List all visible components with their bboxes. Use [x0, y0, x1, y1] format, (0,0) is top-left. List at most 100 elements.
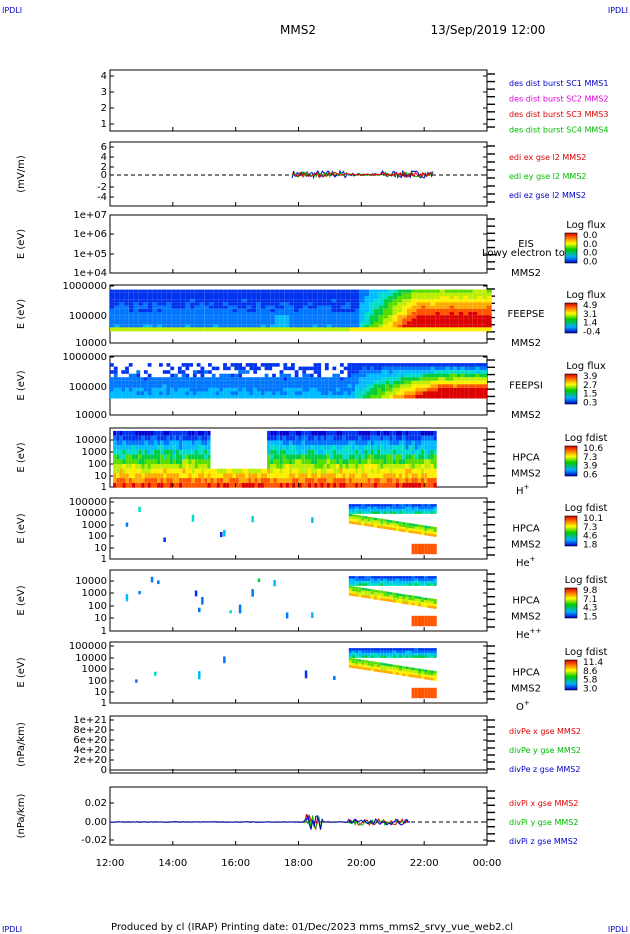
- heatmap-cell: [378, 315, 384, 319]
- heatmap-cell: [351, 363, 356, 367]
- heatmap-cell: [366, 373, 371, 378]
- heatmap-cell: [113, 440, 117, 446]
- heatmap-cell: [373, 454, 377, 460]
- heatmap-cell: [218, 321, 224, 325]
- heatmap-cell: [358, 509, 362, 512]
- heatmap-cell: [336, 321, 341, 325]
- heatmap-cell: [304, 435, 308, 441]
- heatmap-cell: [283, 387, 288, 392]
- heatmap-cell: [128, 380, 133, 385]
- heatmap-cell: [355, 315, 360, 319]
- y-tick-label: 1e+04: [73, 268, 107, 279]
- heatmap-cell: [444, 327, 450, 332]
- heatmap-cell: [218, 302, 224, 306]
- heatmap-cell: [135, 468, 139, 474]
- heatmap-cell: [355, 473, 359, 479]
- heatmap-cell: [402, 440, 406, 446]
- heatmap-cell: [264, 366, 269, 371]
- heatmap-cell: [351, 473, 355, 479]
- heatmap-cell: [421, 576, 425, 579]
- heatmap-cell: [333, 468, 337, 474]
- heatmap-cell: [267, 435, 271, 441]
- heatmap-cell: [383, 324, 388, 328]
- heatmap-cell: [377, 664, 381, 668]
- heatmap-cell: [270, 318, 275, 322]
- heatmap-cell: [336, 449, 340, 455]
- heatmap-cell: [260, 315, 266, 319]
- heatmap-cell: [389, 522, 393, 526]
- heatmap-cell: [348, 576, 352, 579]
- heatmap-cell: [408, 459, 412, 465]
- heatmap-cell: [383, 292, 388, 296]
- heatmap-cell: [361, 459, 365, 465]
- heatmap-cell: [194, 305, 200, 309]
- heatmap-cell: [188, 435, 192, 441]
- heatmap-cell: [301, 478, 305, 483]
- heatmap-cell: [324, 384, 329, 388]
- heatmap-cell: [389, 671, 393, 674]
- heatmap-cell: [312, 299, 318, 303]
- heatmap-cell: [471, 384, 476, 388]
- heatmap-cell: [190, 299, 195, 303]
- heatmap-cell: [383, 430, 387, 436]
- heatmap-cell: [454, 302, 459, 306]
- heatmap-cell: [439, 308, 445, 312]
- heatmap-cell: [293, 327, 299, 332]
- heatmap-cell: [208, 380, 212, 385]
- y-tick-label: 4e+20: [73, 745, 107, 756]
- heatmap-cell: [479, 373, 484, 378]
- heatmap-cell: [347, 377, 352, 381]
- heatmap-cell: [161, 327, 167, 332]
- heatmap-cell: [399, 511, 403, 514]
- heatmap-cell: [364, 430, 368, 436]
- heatmap-cell: [373, 315, 379, 319]
- heatmap-cell: [454, 296, 459, 300]
- heatmap-cell: [425, 318, 431, 322]
- heatmap-cell: [411, 289, 417, 293]
- heatmap-cell: [119, 312, 125, 316]
- y-tick-label: 0.02: [85, 798, 107, 809]
- heatmap-cell: [234, 384, 239, 388]
- heatmap-cell: [388, 289, 393, 293]
- heatmap-cell: [460, 387, 465, 392]
- heatmap-cell: [188, 482, 192, 488]
- heatmap-cell: [402, 581, 406, 584]
- heatmap-cell: [345, 454, 349, 460]
- heatmap-cell: [433, 687, 437, 699]
- heatmap-cell: [361, 667, 365, 670]
- footer-text: Produced by cl (IRAP) Printing date: 01/…: [111, 922, 513, 933]
- heatmap-cell: [477, 299, 483, 303]
- heatmap-cell: [185, 464, 189, 469]
- heatmap-cell: [303, 308, 308, 312]
- heatmap-cell: [430, 312, 436, 316]
- heatmap-cell: [223, 366, 227, 371]
- heatmap-cell: [180, 296, 186, 300]
- heatmap-cell: [241, 482, 245, 488]
- heatmap-cell: [322, 318, 327, 322]
- heatmap-cell: [143, 380, 148, 385]
- heatmap-cell: [125, 435, 129, 441]
- heatmap-cell: [311, 468, 315, 474]
- heatmap-cell: [172, 430, 176, 436]
- heatmap-cell: [369, 305, 374, 309]
- heatmap-cell: [313, 380, 318, 385]
- heatmap-cell: [147, 430, 151, 436]
- heatmap-cell: [396, 377, 401, 381]
- heatmap-cell: [260, 321, 266, 325]
- heatmap-cell: [282, 478, 286, 483]
- heatmap-cell: [482, 312, 487, 316]
- heatmap-cell: [306, 384, 310, 388]
- heatmap-cell: [260, 391, 265, 395]
- heatmap-cell: [449, 305, 454, 309]
- heatmap-cell: [189, 377, 193, 381]
- heatmap-cell: [427, 464, 431, 469]
- heatmap-cell: [453, 387, 457, 392]
- heatmap-cell: [204, 296, 209, 300]
- heatmap-cell: [411, 380, 416, 385]
- heatmap-cell: [128, 302, 134, 306]
- heatmap-cell: [323, 449, 327, 455]
- heatmap-cell: [389, 380, 393, 385]
- heatmap-cell: [414, 440, 418, 446]
- heatmap-cell: [414, 650, 418, 653]
